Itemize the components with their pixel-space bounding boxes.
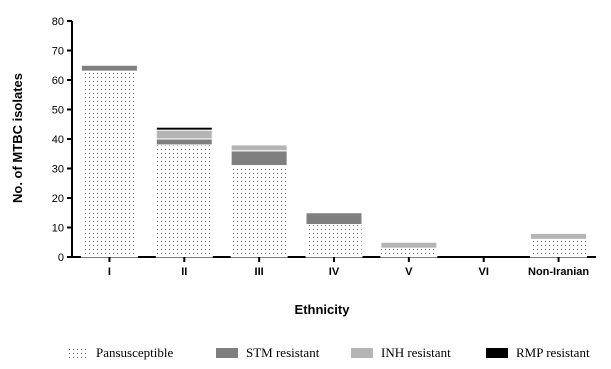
y-tick-label: 10 bbox=[52, 223, 64, 235]
bar-segment bbox=[231, 166, 287, 257]
legend-label: STM resistant bbox=[246, 345, 320, 360]
y-tick-label: 80 bbox=[52, 16, 64, 28]
y-tick-label: 50 bbox=[52, 105, 64, 117]
y-tick-label: 20 bbox=[52, 193, 64, 205]
y-tick-label: 60 bbox=[52, 75, 64, 87]
legend: Pansusceptible STM resistant INH resistant… bbox=[66, 345, 590, 360]
x-tick-label: II bbox=[181, 266, 187, 278]
bar-segment bbox=[156, 139, 212, 145]
bar-segment bbox=[156, 130, 212, 139]
bar-segment bbox=[156, 127, 212, 130]
legend-swatch bbox=[66, 348, 88, 358]
bar-segment bbox=[306, 213, 362, 225]
legend-swatch bbox=[216, 348, 238, 358]
x-tick-label: Non-Iranian bbox=[528, 266, 589, 278]
y-tick-label: 70 bbox=[52, 46, 64, 58]
legend-label: INH resistant bbox=[381, 345, 451, 360]
x-tick-label: VI bbox=[479, 266, 489, 278]
y-tick-label: 30 bbox=[52, 164, 64, 176]
bar-segment bbox=[231, 151, 287, 166]
legend-label: RMP resistant bbox=[516, 345, 590, 360]
y-tick-label: 0 bbox=[58, 252, 64, 264]
x-tick-label: IV bbox=[329, 266, 340, 278]
x-ticks: I II III IV V VI Non-Iranian bbox=[108, 257, 590, 278]
y-ticks: 0 10 20 30 40 50 60 70 80 bbox=[52, 16, 72, 264]
legend-swatch bbox=[351, 348, 373, 358]
x-tick-label: I bbox=[108, 266, 111, 278]
bar-segment bbox=[81, 65, 137, 71]
bar-segment bbox=[531, 233, 587, 239]
bar-segment bbox=[531, 239, 587, 257]
bar-segment bbox=[231, 145, 287, 151]
bar-segment bbox=[156, 145, 212, 257]
x-tick-label: V bbox=[405, 266, 413, 278]
y-tick-label: 40 bbox=[52, 134, 64, 146]
bar-segment bbox=[81, 71, 137, 257]
legend-label: Pansusceptible bbox=[96, 345, 173, 360]
bars bbox=[81, 65, 586, 257]
bar-segment bbox=[381, 242, 437, 248]
x-tick-label: III bbox=[255, 266, 264, 278]
y-axis-title: No. of MTBC isolates bbox=[10, 73, 25, 203]
x-axis-title: Ethnicity bbox=[295, 302, 351, 317]
legend-swatch bbox=[486, 348, 508, 358]
bar-segment bbox=[306, 225, 362, 257]
bar-segment bbox=[381, 248, 437, 257]
